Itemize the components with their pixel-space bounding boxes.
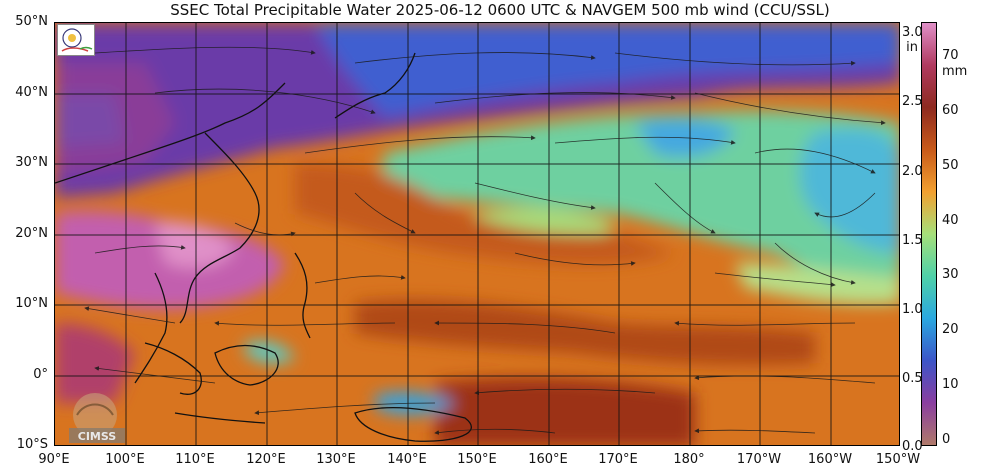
- tpw-colorbar: [921, 22, 937, 446]
- colorbar-mm-tick-50: 50: [942, 158, 959, 173]
- lon-label-150w: 150°W: [875, 452, 921, 467]
- lat-label-30n: 30°N: [15, 155, 48, 170]
- tpw-map-svg: CIMSS: [55, 23, 899, 445]
- colorbar-inch-unit: in: [906, 40, 918, 55]
- colorbar-mm-unit: mm: [942, 64, 968, 79]
- tpw-map: CIMSS: [54, 22, 900, 446]
- lat-label-50n: 50°N: [15, 14, 48, 29]
- lat-label-20n: 20°N: [15, 226, 48, 241]
- lon-label-140e: 140°E: [387, 452, 427, 467]
- colorbar-inch-tick-1-5: 1.5: [902, 233, 923, 248]
- lon-label-160w: 160°W: [807, 452, 853, 467]
- colorbar-mm-tick-20: 20: [942, 322, 959, 337]
- lon-label-170w: 170°W: [736, 452, 782, 467]
- lon-label-160e: 160°E: [528, 452, 568, 467]
- colorbar-mm-tick-0: 0: [942, 432, 951, 447]
- cimss-logo: CIMSS: [69, 393, 125, 443]
- colorbar-inch-tick-0-0: 0.0: [902, 439, 923, 454]
- colorbar-mm-tick-40: 40: [942, 213, 959, 228]
- lon-label-110e: 110°E: [175, 452, 215, 467]
- cimss-logo-text: CIMSS: [78, 430, 117, 443]
- graticule: [55, 23, 899, 445]
- lon-label-150e: 150°E: [457, 452, 497, 467]
- ssec-seal-logo: [57, 24, 95, 56]
- wind-streamlines: [84, 46, 886, 435]
- lat-label-10s: 10°S: [16, 437, 48, 452]
- lat-label-40n: 40°N: [15, 85, 48, 100]
- lon-label-90e: 90°E: [38, 452, 70, 467]
- colorbar-inch-tick-3-0: 3.0: [902, 25, 923, 40]
- lon-label-170e: 170°E: [598, 452, 638, 467]
- lon-label-100e: 100°E: [105, 452, 145, 467]
- map-title: SSEC Total Precipitable Water 2025-06-12…: [170, 1, 830, 19]
- colorbar-inch-tick-2-0: 2.0: [902, 164, 923, 179]
- lon-label-180: 180°: [673, 452, 705, 467]
- coastlines: [55, 52, 472, 442]
- colorbar-mm-tick-60: 60: [942, 103, 959, 118]
- colorbar-inch-tick-1-0: 1.0: [902, 302, 923, 317]
- lon-label-130e: 130°E: [316, 452, 356, 467]
- lat-label-equator: 0°: [33, 367, 48, 382]
- colorbar-mm-tick-30: 30: [942, 267, 959, 282]
- colorbar-mm-tick-10: 10: [942, 377, 959, 392]
- colorbar-inch-tick-2-5: 2.5: [902, 94, 923, 109]
- lat-label-10n: 10°N: [15, 296, 48, 311]
- colorbar-mm-tick-70: 70: [942, 48, 959, 63]
- lon-label-120e: 120°E: [246, 452, 286, 467]
- colorbar-inch-tick-0-5: 0.5: [902, 371, 923, 386]
